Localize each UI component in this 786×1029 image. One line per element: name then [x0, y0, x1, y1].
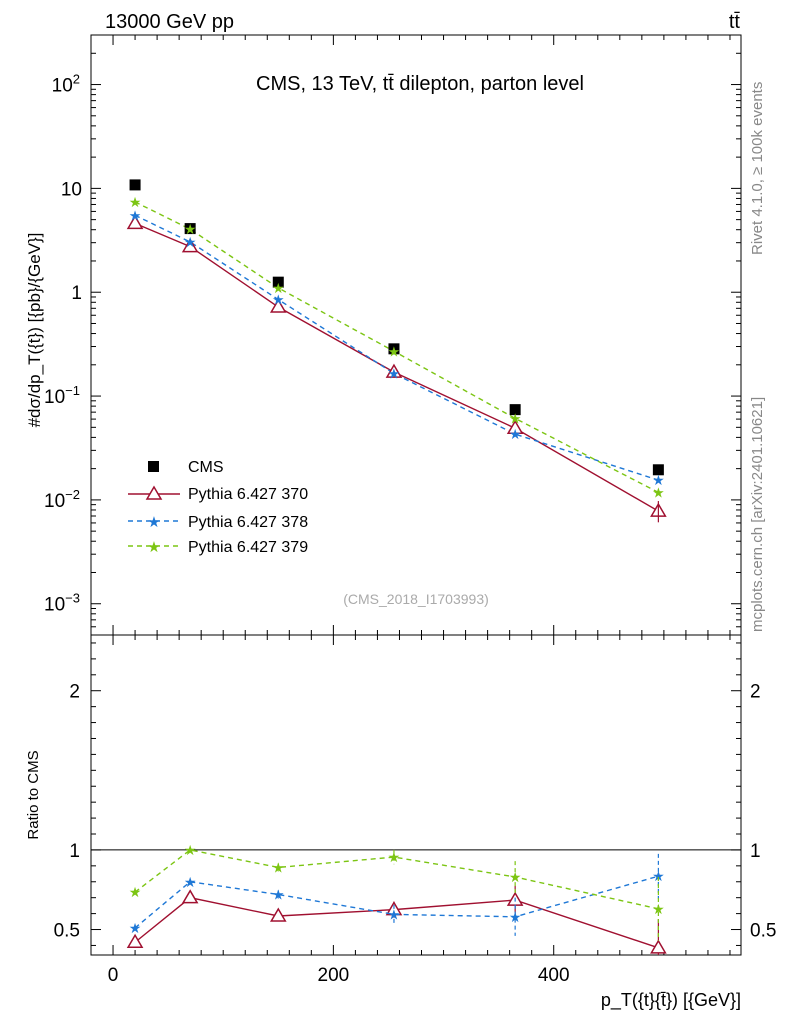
ratio-point-p379: ★ [272, 859, 285, 875]
legend-cms-marker [148, 461, 159, 472]
rivet-version-label: Rivet 4.1.0, ≥ 100k events [749, 82, 766, 255]
legend-p379-label: Pythia 6.427 379 [188, 539, 308, 556]
ratio-point-p370 [269, 907, 287, 922]
main-point-p378: ★ [184, 234, 197, 250]
main-point-p370 [126, 214, 144, 230]
legend-p370-marker [145, 485, 163, 500]
main-point-cms [129, 179, 141, 191]
ratio-ytick-label-right: 0.5 [750, 921, 776, 942]
ratio-ytick-label-left: 2 [69, 682, 80, 703]
ratio-ytick-label-right: 1 [750, 841, 761, 862]
ratio-series-line-p379 [134, 849, 659, 910]
legend-p378-label: Pythia 6.427 378 [188, 514, 308, 531]
ratio-point-p378: ★ [184, 874, 197, 890]
ratio-point-p378: ★ [272, 887, 285, 903]
main-point-p379: ★ [652, 484, 665, 500]
legend-cms-label: CMS [188, 459, 224, 476]
ratio-xlabel: p_T({t}{t̄}) [{GeV}] [601, 990, 741, 1011]
ratio-ylabel: Ratio to CMS [25, 750, 42, 839]
legend-p379-marker: ★ [147, 539, 160, 556]
ratio-xtick-label: 400 [538, 965, 570, 986]
ratio-point-p379: ★ [509, 869, 522, 885]
ratio-point-p378: ★ [509, 909, 522, 925]
ratio-point-p370 [650, 939, 667, 954]
ratio-ytick-label-left: 1 [69, 841, 80, 862]
legend: CMS Pythia 6.427 370 ★ Pythia 6.427 378 … [128, 459, 308, 556]
main-point-p379: ★ [388, 343, 401, 359]
ratio-axis-ticks: 0.5 0.5 1 1 2 2 0 200 400 [54, 635, 776, 986]
main-point-p379: ★ [509, 410, 522, 426]
main-point-cms [509, 404, 521, 416]
main-point-p379: ★ [184, 221, 197, 237]
main-ytick-label: 10−3 [44, 591, 80, 616]
ratio-series-line-p370 [134, 896, 659, 949]
main-point-p370 [269, 298, 287, 313]
ratio-point-p370 [181, 889, 199, 904]
ratio-point-p378: ★ [652, 868, 665, 884]
main-ytick-label: 102 [52, 72, 80, 97]
ratio-point-p378: ★ [129, 920, 142, 936]
ratio-series-line-p378 [134, 875, 659, 929]
ratio-point-p379: ★ [184, 842, 197, 858]
ratio-ytick-label-right: 2 [750, 682, 761, 703]
main-point-p370 [506, 419, 524, 434]
main-point-cms [388, 343, 400, 355]
ratio-point-p378: ★ [388, 906, 401, 922]
ratio-panel-frame [90, 634, 742, 956]
main-ytick-label: 10−1 [44, 383, 80, 408]
main-ytick-label: 10−2 [44, 487, 80, 512]
main-point-p378: ★ [652, 472, 665, 488]
legend-p370-label: Pythia 6.427 370 [188, 486, 308, 503]
main-series-line-p378 [134, 214, 659, 481]
main-ytick-label: 10 [61, 179, 82, 200]
main-point-p379: ★ [129, 194, 142, 210]
main-series-group: ★★★★★★★★★★★★ [126, 179, 667, 523]
main-point-cms [652, 464, 664, 476]
ratio-xtick-label: 0 [108, 965, 119, 986]
main-series-line-p370 [134, 222, 659, 512]
ratio-point-p379: ★ [129, 884, 142, 900]
ratio-point-p379: ★ [388, 849, 401, 865]
main-point-p378: ★ [509, 426, 522, 442]
mcplots-label: mcplots.cern.ch [arXiv:2401.10621] [749, 397, 766, 632]
main-axis-ticks: 102 10 1 10−1 10−2 10−3 [44, 34, 741, 636]
main-point-p370 [181, 238, 199, 253]
ratio-ytick-label-left: 0.5 [54, 921, 80, 942]
analysis-id-label: (CMS_2018_I1703993) [343, 591, 489, 607]
main-point-p370 [385, 363, 403, 378]
main-ylabel: #dσ/dp_T({t}) [{pb}/{GeV}] [25, 233, 44, 428]
ratio-xtick-label: 200 [318, 965, 350, 986]
main-point-cms [272, 276, 284, 288]
beam-energy-label: 13000 GeV pp [105, 11, 234, 33]
main-point-p378: ★ [129, 207, 142, 223]
main-point-p378: ★ [388, 365, 401, 381]
main-point-cms [184, 223, 196, 235]
main-ytick-label: 1 [71, 283, 82, 304]
ratio-point-p370 [126, 933, 144, 949]
process-label: tt̄ [729, 11, 741, 33]
ratio-series-group: ★ ★ ★ ★ ★ ★ ★ ★ ★ ★ ★ ★ [126, 842, 667, 955]
legend-p378-marker: ★ [147, 514, 160, 531]
ratio-point-p379: ★ [652, 901, 665, 917]
main-title: CMS, 13 TeV, tt̄ dilepton, parton level [256, 73, 584, 95]
main-point-p379: ★ [272, 280, 285, 296]
main-point-p378: ★ [272, 292, 285, 308]
